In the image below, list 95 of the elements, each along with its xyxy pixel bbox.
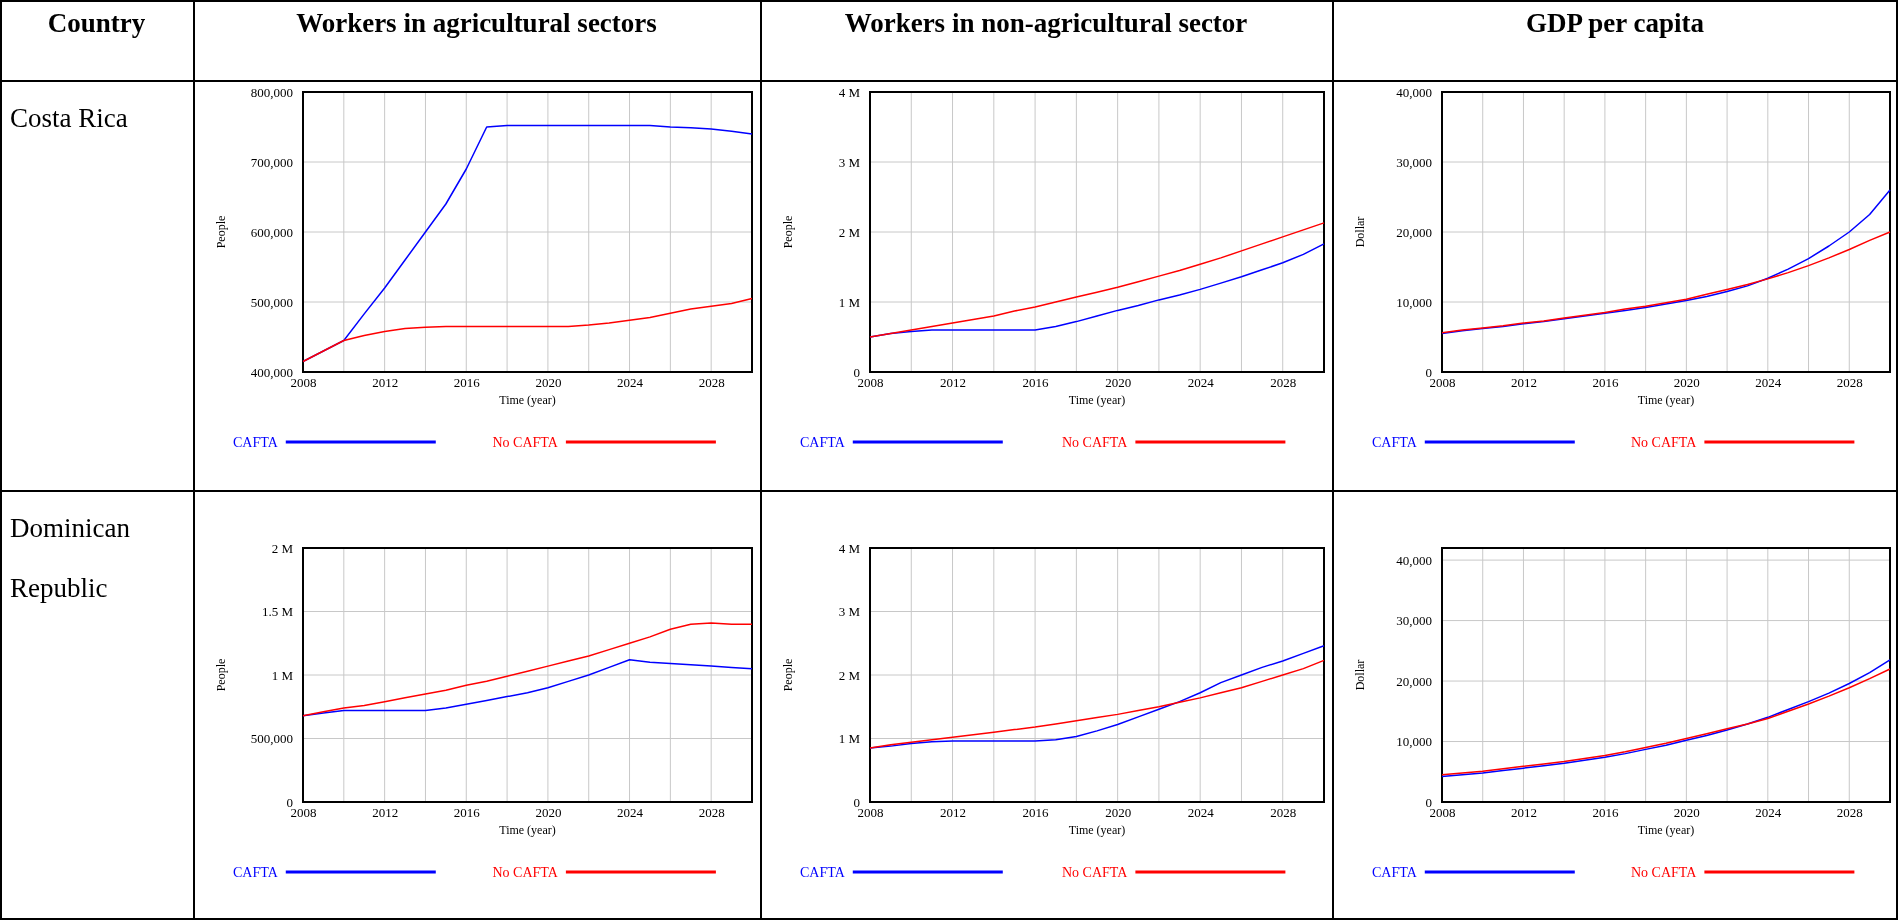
x-tick-label: 2024 — [617, 375, 644, 391]
x-tick-label: 2016 — [1592, 805, 1619, 821]
y-axis-title: Dollar — [1353, 216, 1367, 248]
y-tick-label: 0 — [853, 794, 860, 810]
x-tick-label: 2020 — [1105, 805, 1132, 821]
x-tick-label: 2012 — [940, 805, 967, 821]
y-tick-label: 4 M — [838, 540, 861, 556]
x-tick-label: 2028 — [1836, 375, 1863, 391]
text: Costa Rica — [9, 102, 129, 135]
x-tick-label: 2020 — [1105, 375, 1132, 391]
x-axis-title: Time (year) — [499, 393, 556, 407]
y-tick-label: 500,000 — [250, 731, 293, 747]
x-axis-title: Time (year) — [1637, 393, 1695, 407]
line-series — [302, 622, 753, 717]
x-tick-label: 2016 — [453, 805, 481, 821]
y-tick-label: 20,000 — [1396, 673, 1432, 689]
y-tick-label: 3 M — [838, 154, 861, 170]
y-tick-label: 10,000 — [1396, 734, 1432, 750]
line-series — [1441, 189, 1891, 335]
x-tick-label: 2028 — [698, 375, 725, 391]
line-series — [869, 222, 1325, 338]
y-tick-label: 500,000 — [250, 294, 293, 310]
text: CAFTA — [800, 435, 846, 450]
text: Workers in non-agricultural sector — [843, 7, 1249, 40]
x-tick-label: 2024 — [617, 805, 644, 821]
x-tick-label: 2028 — [1270, 375, 1297, 391]
x-tick-label: 2024 — [1755, 805, 1782, 821]
line-series — [302, 297, 753, 363]
x-tick-label: 2028 — [1836, 805, 1863, 821]
x-tick-label: 2012 — [372, 375, 399, 391]
text: No CAFTA — [492, 865, 559, 880]
text: CAFTA — [1372, 865, 1418, 880]
text: No CAFTA — [1062, 865, 1129, 880]
y-tick-label: 1.5 M — [261, 604, 294, 620]
y-axis-title: People — [214, 658, 228, 692]
y-tick-label: 0 — [1425, 364, 1432, 380]
y-axis-title: People — [781, 658, 795, 692]
text: GDP per capita — [1525, 7, 1705, 40]
text: Dominican Republic — [9, 512, 131, 605]
x-tick-label: 2020 — [535, 375, 562, 391]
line-series — [1441, 231, 1891, 334]
text: CAFTA — [233, 435, 279, 450]
y-tick-label: 30,000 — [1396, 613, 1432, 629]
x-tick-label: 2020 — [1673, 805, 1700, 821]
x-tick-label: 2012 — [1510, 375, 1537, 391]
text: Workers in agricultural sectors — [295, 7, 658, 40]
y-tick-label: 10,000 — [1396, 294, 1432, 310]
y-axis-title: People — [781, 215, 795, 249]
text: CAFTA — [233, 865, 279, 880]
y-tick-label: 1 M — [271, 667, 294, 683]
x-tick-label: 2016 — [453, 375, 481, 391]
y-tick-label: 2 M — [271, 540, 294, 556]
text: CAFTA — [1372, 435, 1418, 450]
y-axis-title: People — [214, 215, 228, 249]
y-tick-label: 2 M — [838, 224, 861, 240]
y-tick-label: 20,000 — [1396, 224, 1432, 240]
y-tick-label: 4 M — [838, 84, 861, 100]
y-tick-label: 800,000 — [250, 84, 293, 100]
y-tick-label: 0 — [853, 364, 860, 380]
text: No CAFTA — [1062, 435, 1129, 450]
text: No CAFTA — [1631, 435, 1698, 450]
x-axis-title: Time (year) — [499, 823, 556, 837]
x-tick-label: 2024 — [1187, 805, 1215, 821]
y-tick-label: 1 M — [838, 731, 861, 747]
x-tick-label: 2024 — [1187, 375, 1215, 391]
text: CAFTA — [800, 865, 846, 880]
x-tick-label: 2016 — [1022, 805, 1050, 821]
y-tick-label: 40,000 — [1396, 552, 1432, 568]
y-tick-label: 1 M — [838, 294, 861, 310]
x-tick-label: 2012 — [940, 375, 967, 391]
x-tick-label: 2012 — [1510, 805, 1537, 821]
y-tick-label: 400,000 — [250, 364, 293, 380]
x-axis-title: Time (year) — [1068, 823, 1126, 837]
x-axis-title: Time (year) — [1068, 393, 1126, 407]
text: Country — [46, 7, 147, 40]
x-tick-label: 2012 — [372, 805, 399, 821]
y-tick-label: 600,000 — [250, 224, 293, 240]
x-axis-title: Time (year) — [1637, 823, 1695, 837]
y-tick-label: 40,000 — [1396, 84, 1432, 100]
x-tick-label: 2020 — [1673, 375, 1700, 391]
y-tick-label: 700,000 — [250, 154, 293, 170]
y-tick-label: 2 M — [838, 667, 861, 683]
x-tick-label: 2024 — [1755, 375, 1782, 391]
x-tick-label: 2028 — [1270, 805, 1297, 821]
x-tick-label: 2020 — [535, 805, 562, 821]
y-axis-title: Dollar — [1353, 659, 1367, 691]
y-tick-label: 0 — [286, 794, 293, 810]
text: No CAFTA — [1631, 865, 1698, 880]
x-tick-label: 2028 — [698, 805, 725, 821]
x-tick-label: 2016 — [1022, 375, 1050, 391]
x-tick-label: 2016 — [1592, 375, 1619, 391]
y-tick-label: 30,000 — [1396, 154, 1432, 170]
y-tick-label: 0 — [1425, 794, 1432, 810]
y-tick-label: 3 M — [838, 604, 861, 620]
text: No CAFTA — [492, 435, 559, 450]
